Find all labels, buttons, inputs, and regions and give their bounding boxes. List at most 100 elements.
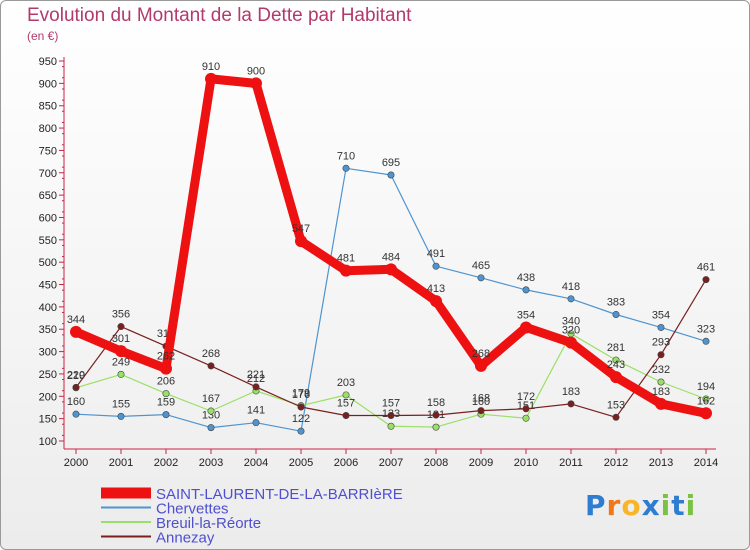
data-point bbox=[162, 390, 170, 398]
logo-letter: i bbox=[660, 489, 672, 522]
data-label: 153 bbox=[607, 399, 625, 411]
data-point bbox=[117, 370, 125, 378]
data-point bbox=[657, 351, 665, 359]
data-label: 243 bbox=[607, 359, 625, 371]
data-label: 160 bbox=[472, 396, 490, 408]
data-label: 484 bbox=[382, 251, 400, 263]
data-point bbox=[655, 397, 667, 410]
data-label: 900 bbox=[247, 65, 265, 77]
data-point bbox=[522, 414, 530, 422]
data-point bbox=[160, 362, 172, 375]
y-tick-label: 400 bbox=[39, 302, 57, 314]
data-label: 354 bbox=[652, 309, 670, 321]
y-tick-label: 800 bbox=[39, 123, 57, 135]
y-tick-label: 600 bbox=[39, 212, 57, 224]
data-point bbox=[700, 407, 712, 420]
x-tick-label: 2012 bbox=[604, 457, 628, 469]
data-point bbox=[475, 359, 487, 372]
legend-label: Annezay bbox=[156, 530, 215, 547]
data-label: 320 bbox=[562, 325, 580, 337]
data-point bbox=[702, 276, 710, 284]
data-label: 141 bbox=[247, 405, 265, 417]
legend-label: Breuil-la-Réorte bbox=[156, 515, 261, 532]
data-point bbox=[657, 323, 665, 331]
logo-letter: t bbox=[671, 489, 686, 522]
data-point bbox=[297, 403, 305, 411]
data-label: 158 bbox=[427, 397, 445, 409]
data-label: 710 bbox=[337, 150, 355, 162]
data-point bbox=[657, 378, 665, 386]
y-tick-label: 850 bbox=[39, 101, 57, 113]
data-label: 206 bbox=[157, 376, 175, 388]
data-point bbox=[610, 371, 622, 384]
data-point bbox=[207, 362, 215, 370]
data-point bbox=[117, 412, 125, 420]
data-label: 130 bbox=[202, 410, 220, 422]
data-label: 340 bbox=[562, 316, 580, 328]
logo-letter: r bbox=[606, 489, 622, 522]
data-label: 383 bbox=[607, 296, 625, 308]
data-point bbox=[520, 321, 532, 334]
data-label: 167 bbox=[202, 393, 220, 405]
x-tick-label: 2011 bbox=[559, 457, 583, 469]
y-tick-label: 200 bbox=[39, 391, 57, 403]
data-label: 438 bbox=[517, 272, 535, 284]
data-label: 176 bbox=[292, 389, 310, 401]
data-label: 162 bbox=[697, 395, 715, 407]
data-label: 491 bbox=[427, 248, 445, 260]
x-tick-label: 2000 bbox=[64, 457, 88, 469]
data-label: 219 bbox=[67, 370, 85, 382]
data-point bbox=[430, 295, 442, 308]
data-label: 910 bbox=[202, 61, 220, 73]
data-point bbox=[567, 400, 575, 408]
data-point bbox=[432, 262, 440, 270]
data-label: 356 bbox=[112, 309, 130, 321]
data-label: 344 bbox=[67, 314, 85, 326]
x-tick-label: 2006 bbox=[334, 457, 358, 469]
data-point bbox=[387, 412, 395, 420]
data-label: 157 bbox=[382, 398, 400, 410]
data-label: 481 bbox=[337, 253, 355, 265]
data-label: 183 bbox=[562, 386, 580, 398]
x-tick-label: 2005 bbox=[289, 457, 313, 469]
data-label: 461 bbox=[697, 262, 715, 274]
data-label: 268 bbox=[472, 348, 490, 360]
y-tick-label: 550 bbox=[39, 235, 57, 247]
y-tick-label: 900 bbox=[39, 78, 57, 90]
data-label: 413 bbox=[427, 283, 445, 295]
data-point bbox=[565, 336, 577, 349]
data-point bbox=[115, 345, 127, 358]
x-tick-label: 2007 bbox=[379, 457, 403, 469]
data-label: 695 bbox=[382, 157, 400, 169]
data-point bbox=[702, 395, 710, 403]
data-label: 157 bbox=[337, 398, 355, 410]
x-tick-label: 2008 bbox=[424, 457, 448, 469]
legend-label: SAINT-LAURENT-DE-LA-BARRIèRE bbox=[156, 486, 403, 503]
logo-letter: x bbox=[641, 489, 661, 522]
data-point bbox=[72, 383, 80, 391]
data-label: 183 bbox=[652, 386, 670, 398]
data-label: 301 bbox=[112, 333, 130, 345]
data-point bbox=[702, 337, 710, 345]
y-tick-label: 500 bbox=[39, 257, 57, 269]
y-tick-label: 450 bbox=[39, 280, 57, 292]
proxiti-logo: Proxiti bbox=[585, 489, 696, 522]
logo-letter: i bbox=[685, 489, 697, 522]
x-tick-label: 2001 bbox=[109, 457, 133, 469]
data-label: 281 bbox=[607, 342, 625, 354]
data-point bbox=[342, 391, 350, 399]
y-tick-label: 150 bbox=[39, 414, 57, 426]
x-tick-label: 2002 bbox=[154, 457, 178, 469]
data-point bbox=[70, 325, 82, 338]
data-label: 122 bbox=[292, 413, 310, 425]
data-point bbox=[522, 286, 530, 294]
data-label: 268 bbox=[202, 348, 220, 360]
logo-letter: o bbox=[621, 489, 642, 522]
x-tick-label: 2010 bbox=[514, 457, 538, 469]
y-tick-label: 750 bbox=[39, 145, 57, 157]
data-label: 159 bbox=[157, 397, 175, 409]
data-point bbox=[612, 310, 620, 318]
y-tick-label: 250 bbox=[39, 369, 57, 381]
y-tick-label: 700 bbox=[39, 168, 57, 180]
